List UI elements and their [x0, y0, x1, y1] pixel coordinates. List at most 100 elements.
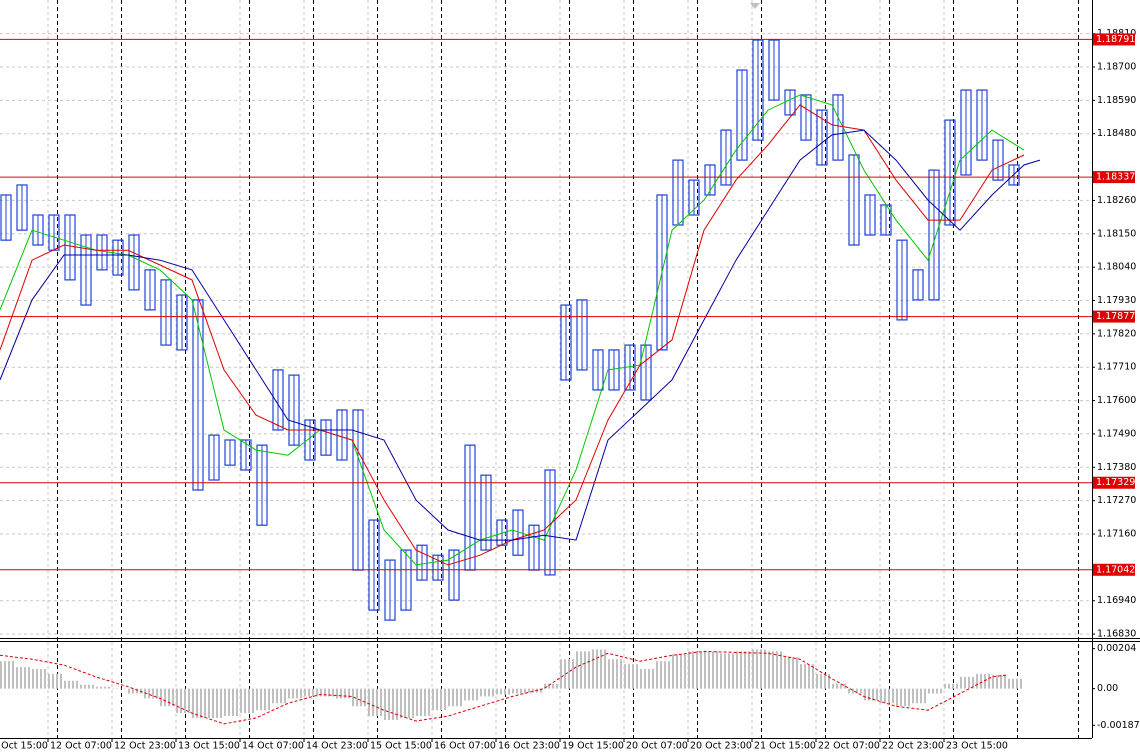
histogram-bar	[988, 673, 990, 689]
histogram-bar	[612, 659, 614, 689]
histogram-bar	[108, 686, 110, 689]
histogram-bar	[412, 688, 414, 719]
histogram-bar	[356, 688, 358, 707]
histogram-bar	[424, 688, 426, 717]
histogram-bar	[504, 688, 506, 695]
histogram-bar	[560, 659, 562, 689]
histogram-bar	[176, 688, 178, 714]
histogram-bar	[124, 688, 126, 690]
histogram-bar	[184, 688, 186, 714]
histogram-bar	[180, 688, 182, 714]
histogram-bar	[272, 688, 274, 704]
histogram-bar	[852, 688, 854, 694]
x-tick-label: 19 Oct 15:00	[562, 741, 624, 752]
histogram-bar	[500, 688, 502, 695]
histogram-bar	[400, 688, 402, 719]
histogram-bar	[520, 688, 522, 694]
histogram-bar	[548, 683, 550, 689]
histogram-bar	[868, 688, 870, 701]
histogram-bar	[156, 688, 158, 699]
y-tick-label: 1.16940	[1097, 595, 1136, 606]
histogram-bar	[332, 688, 334, 697]
y-tick-label: -0.001871	[1097, 720, 1140, 731]
histogram-bar	[516, 688, 518, 694]
histogram-bar	[784, 657, 786, 689]
level-label-box	[1093, 476, 1135, 489]
x-tick-label: 14 Oct 23:00	[306, 741, 368, 752]
histogram-bar	[788, 657, 790, 689]
x-tick-label: 21 Oct 15:00	[754, 741, 816, 752]
histogram-bar	[828, 673, 830, 689]
histogram-bar	[344, 688, 346, 699]
histogram-bar	[864, 688, 866, 701]
y-tick-label: 1.18040	[1097, 262, 1136, 273]
histogram-bar	[340, 688, 342, 699]
histogram-bar	[40, 669, 42, 689]
x-tick-label: 20 Oct 23:00	[690, 741, 752, 752]
histogram-bar	[260, 688, 262, 711]
histogram-bar	[876, 688, 878, 701]
histogram-bar	[244, 688, 246, 714]
histogram-bar	[1000, 674, 1002, 689]
x-tick-label: 22 Oct 07:00	[818, 741, 880, 752]
histogram-bar	[608, 659, 610, 689]
histogram-bar	[676, 654, 678, 689]
histogram-bar	[484, 688, 486, 697]
level-label-box	[1093, 563, 1135, 576]
histogram-bar	[804, 664, 806, 689]
histogram-bar	[920, 688, 922, 704]
histogram-bar	[236, 688, 238, 717]
histogram-bar	[280, 688, 282, 704]
histogram-bar	[664, 661, 666, 689]
histogram-bar	[408, 688, 410, 719]
histogram-bar	[796, 657, 798, 689]
x-tick-label: 12 Oct 23:00	[114, 741, 176, 752]
y-tick-label: 1.18150	[1097, 228, 1136, 239]
histogram-bar	[328, 688, 330, 697]
histogram-bar	[276, 688, 278, 704]
histogram-bar	[172, 688, 174, 707]
histogram-bar	[224, 688, 226, 717]
histogram-bar	[732, 653, 734, 689]
moving-average-line	[0, 129, 1041, 541]
histogram-bar	[388, 688, 390, 720]
histogram-bar	[684, 654, 686, 689]
histogram-bar	[228, 688, 230, 717]
histogram-bar	[972, 676, 974, 689]
y-tick-label: 1.17270	[1097, 495, 1136, 506]
histogram-bar	[92, 684, 94, 689]
histogram-bar	[960, 676, 962, 689]
histogram-bar	[32, 669, 34, 689]
y-tick-label: 1.17490	[1097, 428, 1136, 439]
histogram-bar	[88, 684, 90, 689]
histogram-bar	[324, 688, 326, 697]
histogram-bar	[756, 649, 758, 689]
y-tick-label: 1.17930	[1097, 295, 1136, 306]
histogram-bar	[84, 684, 86, 689]
histogram-bar	[312, 688, 314, 697]
price-plot	[0, 38, 1092, 621]
histogram-bar	[600, 649, 602, 689]
histogram-bar	[248, 688, 250, 714]
histogram-bar	[104, 686, 106, 689]
histogram-bar	[188, 688, 190, 714]
histogram-bar	[844, 683, 846, 689]
y-tick-label: 1.17160	[1097, 528, 1136, 539]
histogram-bar	[144, 688, 146, 699]
histogram-bar	[856, 688, 858, 694]
histogram-bar	[48, 673, 50, 689]
histogram-bar	[596, 649, 598, 689]
histogram-bar	[644, 669, 646, 689]
histogram-bar	[952, 683, 954, 689]
y-tick-label: 1.18700	[1097, 62, 1136, 73]
histogram-bar	[776, 651, 778, 689]
moving-average-line	[0, 94, 1025, 566]
histogram-bar	[116, 688, 118, 690]
histogram-bar	[448, 688, 450, 707]
histogram-bar	[468, 688, 470, 701]
histogram-bar	[692, 651, 694, 689]
histogram-bar	[200, 688, 202, 719]
level-label-box	[1093, 33, 1135, 46]
histogram-bar	[432, 688, 434, 711]
